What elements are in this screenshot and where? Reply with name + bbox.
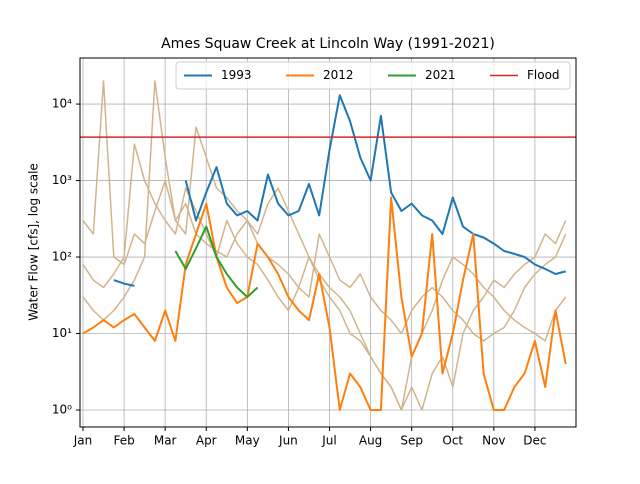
background-line [82,80,567,411]
series-line [82,196,567,411]
legend-label: 1993 [221,68,252,82]
x-tick-label: May [235,434,260,448]
x-tick-label: Oct [442,434,463,448]
x-tick-label: Dec [523,434,546,448]
series-line [113,94,566,287]
series-line [174,225,259,298]
plot-frame [79,57,577,428]
y-tick-label: 10³ [52,173,72,187]
legend-label: 2012 [323,68,354,82]
y-tick-label: 10¹ [52,326,72,340]
legend-label: Flood [527,68,560,82]
x-tick-label: Aug [359,434,382,448]
y-tick-label: 10⁴ [52,97,72,111]
x-tick-label: Mar [154,434,177,448]
background-line [82,80,567,342]
x-tick-label: Jan [73,434,93,448]
legend-box [175,61,571,90]
x-tick-label: Sep [400,434,423,448]
background-line [82,143,567,411]
x-tick-label: Jun [278,434,298,448]
x-tick-label: Nov [482,434,505,448]
legend-label: 2021 [425,68,456,82]
x-tick-label: Jul [321,434,336,448]
x-tick-label: Apr [196,434,217,448]
chart-title: Ames Squaw Creek at Lincoln Way (1991-20… [161,36,495,52]
x-tick-label: Feb [113,434,134,448]
y-tick-label: 10² [52,250,72,264]
y-tick-label: 10⁰ [52,403,72,417]
y-axis-label: Water Flow [cfs], log scale [27,163,41,321]
